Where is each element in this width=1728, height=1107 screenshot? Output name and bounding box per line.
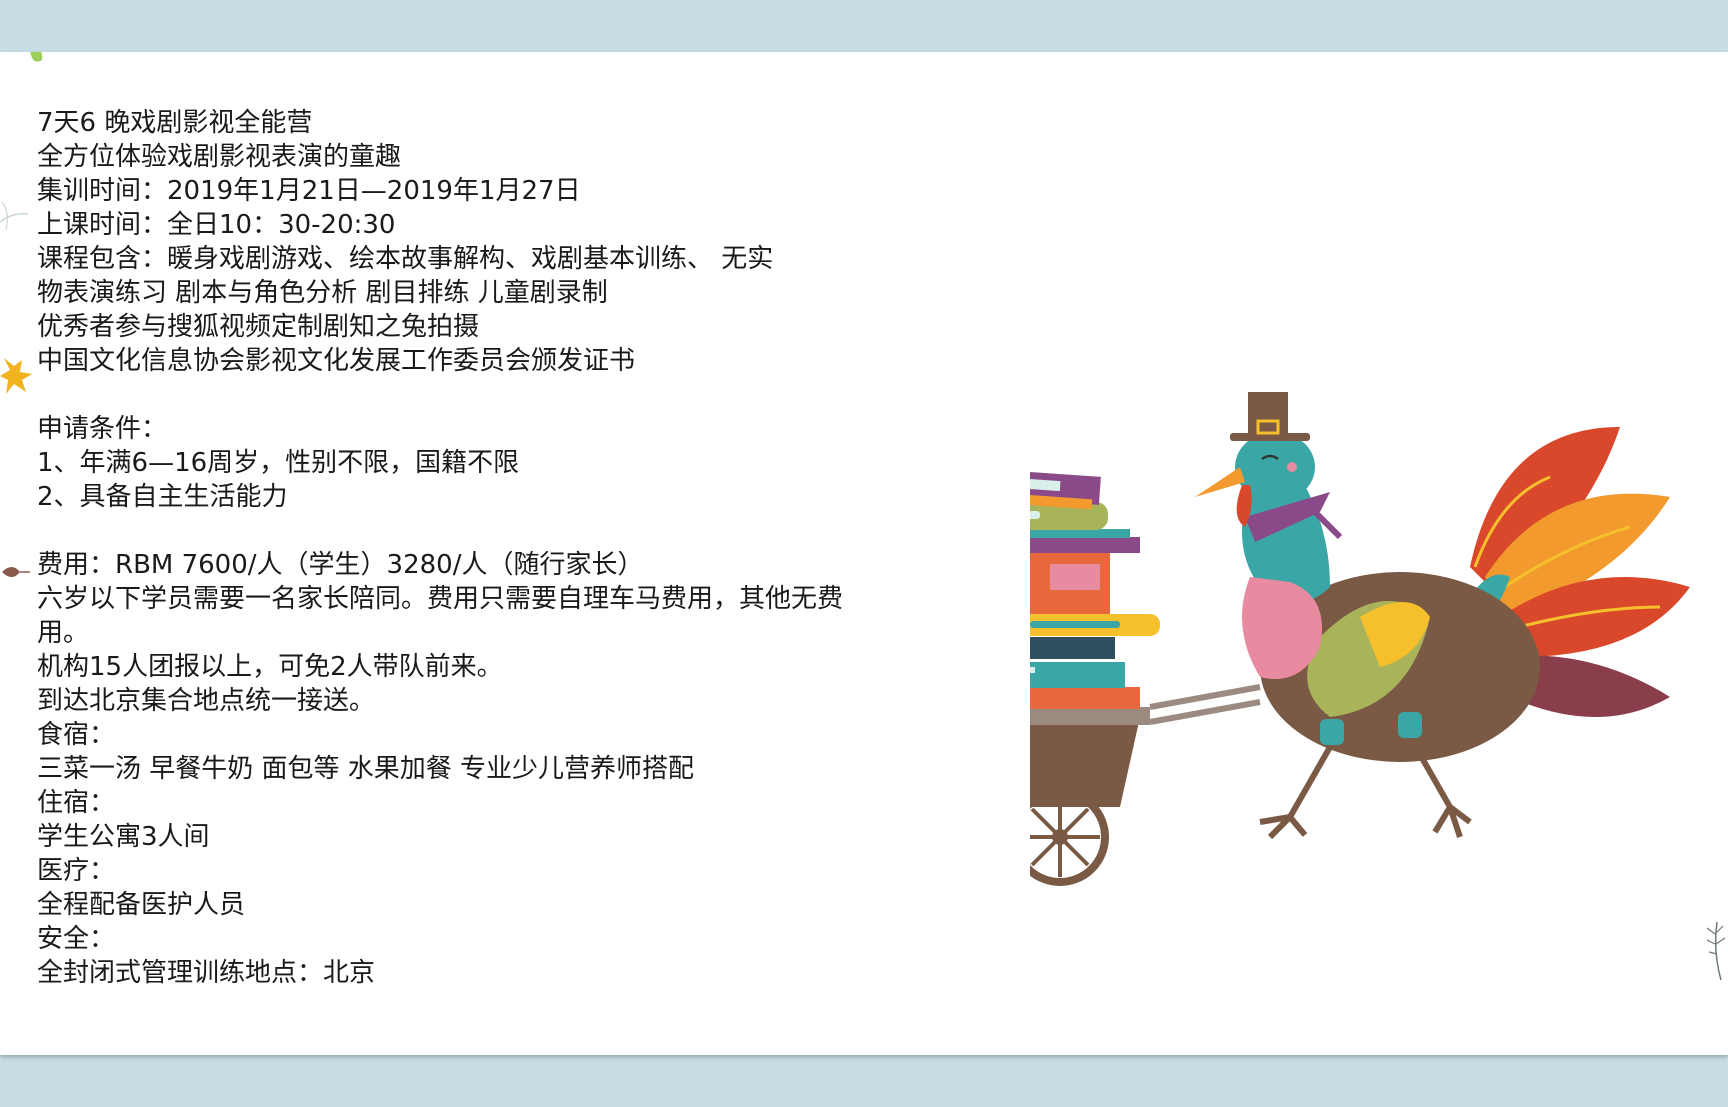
course-content-line-1: 课程包含：暖身戏剧游戏、绘本故事解构、戏剧基本训练、 无实 xyxy=(37,244,774,274)
safety-details: 全封闭式管理训练地点：北京 xyxy=(37,958,376,988)
food-heading: 食宿： xyxy=(37,720,116,750)
green-leaf-icon xyxy=(30,52,43,62)
group-discount-note: 机构15人团报以上，可免2人带队前来。 xyxy=(37,652,503,682)
filming-opportunity: 优秀者参与搜狐视频定制剧知之兔拍摄 xyxy=(37,312,480,342)
parent-accompany-note: 六岁以下学员需要一名家长陪同。费用只需要自理车马费用，其他无费用。 xyxy=(37,584,844,648)
branch-sketch-icon xyxy=(0,201,29,231)
camp-subtitle: 全方位体验戏剧影视表演的童趣 xyxy=(37,142,402,172)
condition-self-care: 2、具备自主生活能力 xyxy=(37,482,288,512)
fern-sketch-icon xyxy=(1706,922,1726,981)
turkey-pushing-book-cart-icon xyxy=(1030,392,1690,886)
food-details: 三菜一汤 早餐牛奶 面包等 水果加餐 专业少儿营养师搭配 xyxy=(37,754,695,784)
class-hours: 上课时间：全日10：30-20:30 xyxy=(37,210,396,240)
spacer xyxy=(37,514,887,548)
fee-info: 费用：RBM 7600/人（学生）3280/人（随行家长） xyxy=(37,550,644,580)
course-content-line-2: 物表演练习 剧本与角色分析 剧目排练 儿童剧录制 xyxy=(37,278,608,308)
spacer xyxy=(37,378,887,412)
medical-details: 全程配备医护人员 xyxy=(37,890,246,920)
camp-info-text: 7天6 晚戏剧影视全能营 全方位体验戏剧影视表演的童趣 集训时间：2019年1月… xyxy=(37,106,887,990)
training-dates: 集训时间：2019年1月21日—2019年1月27日 xyxy=(37,176,581,206)
maple-leaf-icon xyxy=(0,358,32,394)
lodging-details: 学生公寓3人间 xyxy=(37,822,210,852)
slide-canvas: 7天6 晚戏剧影视全能营 全方位体验戏剧影视表演的童趣 集训时间：2019年1月… xyxy=(0,52,1728,1055)
top-frame-band xyxy=(0,0,1728,52)
small-leaf-icon xyxy=(2,567,30,577)
camp-title: 7天6 晚戏剧影视全能营 xyxy=(37,108,313,138)
safety-heading: 安全： xyxy=(37,924,116,954)
condition-age: 1、年满6—16周岁，性别不限，国籍不限 xyxy=(37,448,520,478)
certificate-info: 中国文化信息协会影视文化发展工作委员会颁发证书 xyxy=(37,346,636,376)
conditions-heading: 申请条件： xyxy=(37,414,168,444)
lodging-heading: 住宿： xyxy=(37,788,116,818)
medical-heading: 医疗： xyxy=(37,856,116,886)
pickup-note: 到达北京集合地点统一接送。 xyxy=(37,686,376,716)
